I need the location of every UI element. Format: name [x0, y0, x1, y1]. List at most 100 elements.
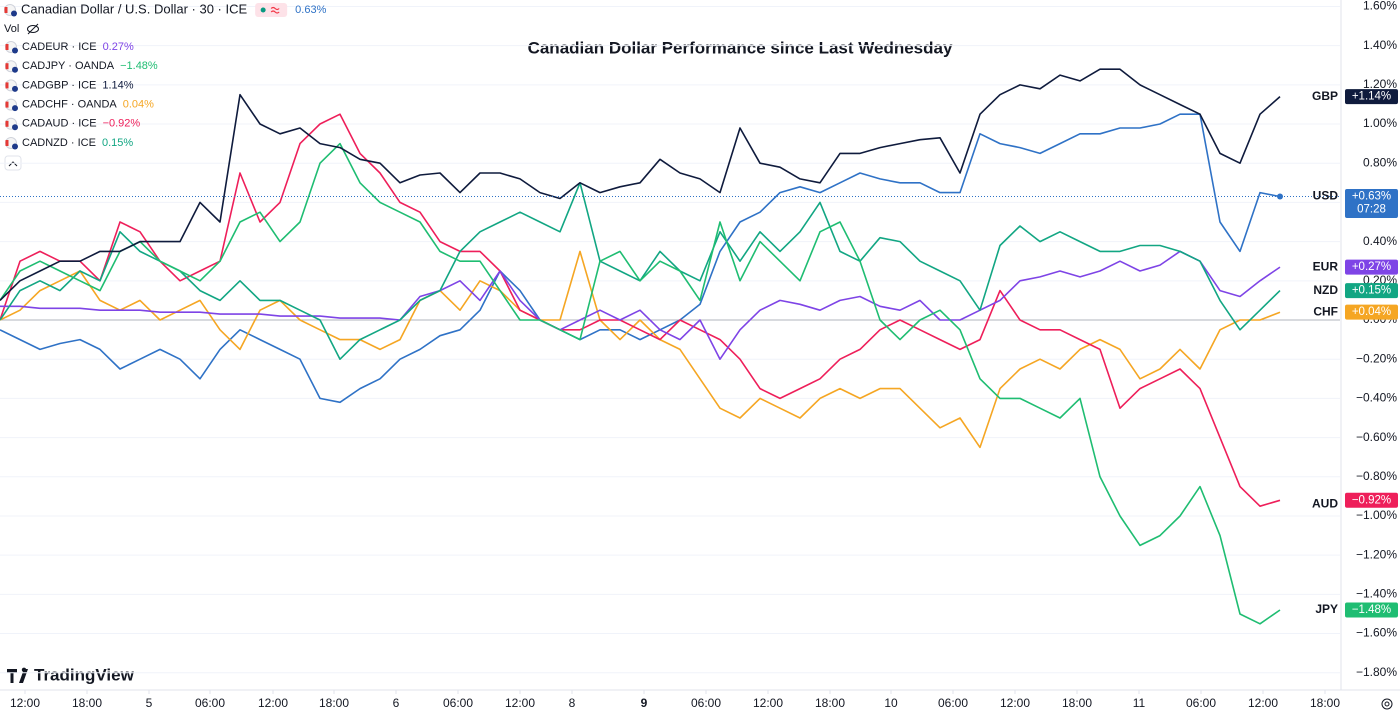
- legend-symbol: CADEUR · ICE: [22, 41, 97, 53]
- x-tick-label: 18:00: [72, 696, 102, 710]
- value-badge: [1345, 283, 1398, 299]
- status-badge: [255, 3, 288, 17]
- value-badge-label: +1.14%: [1352, 91, 1391, 103]
- series-line: [0, 68, 1281, 301]
- legend-value: −0.92%: [103, 118, 141, 130]
- status-dot: [260, 7, 266, 13]
- series-tag: JPY: [1315, 602, 1338, 616]
- symbol-icon-part: [12, 66, 18, 73]
- symbol-icon-part: [12, 124, 18, 131]
- y-tick-label: −1.00%: [1356, 508, 1397, 522]
- x-tick-label: 06:00: [1186, 696, 1216, 710]
- x-tick-label: 06:00: [443, 696, 473, 710]
- last-point: [1277, 193, 1283, 200]
- x-tick-label: 12:00: [753, 696, 783, 710]
- logo: [7, 667, 28, 683]
- x-tick-label: 12:00: [1248, 696, 1278, 710]
- symbol-icon-part: [4, 7, 8, 13]
- value-badge-label: +0.27%: [1352, 261, 1391, 273]
- x-tick-label: 11: [1133, 696, 1146, 710]
- y-tick-label: −1.20%: [1356, 547, 1397, 561]
- x-tick-label: 5: [146, 696, 153, 710]
- y-tick-label: 1.20%: [1363, 77, 1397, 91]
- y-tick-label: −0.80%: [1356, 469, 1397, 483]
- value-badge-label: +0.04%: [1352, 306, 1391, 318]
- legend-value: 0.15%: [102, 137, 133, 149]
- x-tick-label: 06:00: [195, 696, 225, 710]
- symbol-icon-part: [5, 63, 9, 70]
- value-badge-label: +0.63%: [1352, 191, 1391, 203]
- legend-value: 1.14%: [102, 79, 133, 91]
- y-tick-label: 1.00%: [1363, 116, 1397, 130]
- y-tick-label: 1.40%: [1363, 38, 1397, 52]
- series-tag: NZD: [1313, 283, 1338, 297]
- value-badge-label: −0.92%: [1352, 494, 1391, 506]
- symbol-icon-part: [5, 140, 9, 146]
- legend-symbol: CADAUD · ICE: [22, 118, 97, 130]
- series-line: [0, 113, 1281, 507]
- eye-outline: [27, 25, 39, 33]
- y-tick-label: −0.20%: [1356, 351, 1397, 365]
- x-tick-label: 12:00: [10, 696, 40, 710]
- value-badge: [1345, 304, 1398, 320]
- series-tag: GBP: [1312, 89, 1338, 103]
- series-line: [0, 113, 1281, 404]
- status-icon: [270, 6, 280, 14]
- legend-symbol: CADGBP · ICE: [22, 79, 96, 91]
- y-tick-label: 0.40%: [1363, 234, 1397, 248]
- watermark-text: TradingView: [34, 665, 135, 684]
- y-tick-label: 0.80%: [1363, 155, 1397, 169]
- symbol-icon-part: [12, 105, 18, 112]
- y-tick-label: −1.40%: [1356, 587, 1397, 601]
- settings-icon[interactable]: [1381, 698, 1393, 710]
- y-tick-label: −1.60%: [1356, 626, 1397, 640]
- legend-symbol: CADCHF · OANDA: [22, 99, 117, 111]
- value-badge: [1345, 492, 1398, 508]
- series-tag: EUR: [1313, 259, 1339, 273]
- symbol-icon-part: [11, 10, 17, 17]
- x-tick-label: 18:00: [1062, 696, 1092, 710]
- gear: [1381, 698, 1393, 710]
- symbol-icon-part: [5, 82, 9, 89]
- symbol-icon-part: [5, 44, 9, 50]
- x-tick-label: 06:00: [938, 696, 968, 710]
- x-tick-label: 12:00: [1000, 696, 1030, 710]
- legend-symbol: CADJPY · OANDA: [22, 60, 115, 72]
- x-tick-label: 12:00: [505, 696, 535, 710]
- series-tag: AUD: [1312, 496, 1338, 510]
- x-tick-label: 18:00: [1310, 696, 1340, 710]
- symbol-icon-part: [12, 143, 18, 150]
- series-line: [0, 250, 1281, 449]
- symbol-title: Canadian Dollar / U.S. Dollar · 30 · ICE: [21, 1, 247, 16]
- series-line: [0, 250, 1281, 360]
- symbol-change: 0.63%: [295, 4, 326, 16]
- x-tick-label: 10: [884, 696, 898, 710]
- chart-title: Canadian Dollar Performance since Last W…: [528, 38, 953, 57]
- value-badge: [1345, 602, 1398, 618]
- symbol-icon-part: [5, 120, 9, 127]
- value-badge: [1345, 259, 1398, 275]
- x-tick-label: 18:00: [815, 696, 845, 710]
- legend-value: −1.48%: [120, 60, 158, 72]
- y-tick-label: 1.60%: [1363, 0, 1397, 13]
- x-tick-label: 9: [641, 696, 648, 710]
- collapse-icon: [8, 161, 18, 167]
- symbol-icon-part: [12, 47, 18, 54]
- legend-value: 0.27%: [103, 41, 134, 53]
- series-tag: USD: [1313, 189, 1339, 203]
- eye-icon: [27, 23, 39, 35]
- x-tick-label: 06:00: [691, 696, 721, 710]
- countdown: 07:28: [1357, 204, 1386, 216]
- series-tag: CHF: [1313, 304, 1338, 318]
- y-tick-label: −0.40%: [1356, 391, 1397, 405]
- value-badge-label: +0.15%: [1352, 285, 1391, 297]
- gear-center: [1384, 701, 1390, 707]
- y-tick-label: −1.80%: [1356, 665, 1397, 679]
- legend-symbol: CADNZD · ICE: [22, 137, 96, 149]
- x-tick-label: 12:00: [258, 696, 288, 710]
- y-tick-label: −0.60%: [1356, 430, 1397, 444]
- x-tick-label: 6: [393, 696, 400, 710]
- value-badge: [1345, 189, 1398, 219]
- value-badge-label: −1.48%: [1352, 604, 1391, 616]
